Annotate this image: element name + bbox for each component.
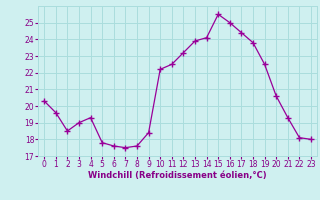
X-axis label: Windchill (Refroidissement éolien,°C): Windchill (Refroidissement éolien,°C) <box>88 171 267 180</box>
